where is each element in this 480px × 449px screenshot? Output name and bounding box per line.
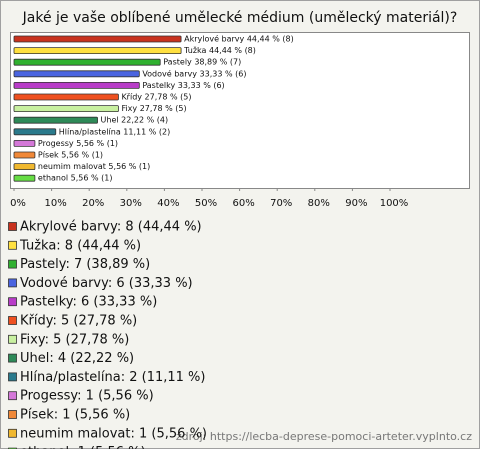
x-tick-label: 40%	[157, 198, 179, 209]
x-tick-label: 50%	[195, 198, 217, 209]
legend-label: Tužka: 8 (44,44 %)	[19, 238, 141, 253]
value-label: Tužka 44,44 % (8)	[183, 46, 256, 55]
value-label: neumim malovat 5,56 % (1)	[38, 162, 150, 171]
value-label: Akrylové barvy 44,44 % (8)	[184, 34, 294, 44]
legend-label: Písek: 1 (5,56 %)	[20, 408, 130, 423]
bar	[13, 47, 182, 54]
legend-swatch	[8, 222, 17, 231]
bar	[13, 35, 182, 43]
bar	[13, 70, 140, 78]
legend-swatch	[8, 334, 17, 344]
legend-swatch	[8, 428, 17, 438]
value-label: Pastelky 33,33 % (6)	[142, 81, 224, 90]
x-tick-label: 0%	[10, 198, 26, 209]
x-tick-label: 10%	[44, 198, 66, 209]
value-label: Hlína/plastelína 11,11 % (2)	[59, 127, 170, 136]
bar	[13, 105, 119, 112]
value-label: Progessy 5,56 % (1)	[38, 139, 118, 148]
bar	[13, 82, 140, 89]
legend-swatch	[8, 372, 17, 382]
value-label: Vodové barvy 33,33 % (6)	[142, 68, 246, 78]
value-label: Písek 5,56 % (1)	[38, 151, 103, 160]
bar	[13, 116, 98, 124]
value-label: Fixy 27,78 % (5)	[121, 104, 186, 113]
legend-label: Akrylové barvy: 8 (44,44 %)	[20, 220, 202, 235]
bar	[13, 58, 161, 66]
legend-label: Uhel: 4 (22,22 %)	[20, 351, 134, 366]
value-label: ethanol 5,56 % (1)	[38, 174, 113, 183]
x-tick-label: 80%	[308, 198, 330, 209]
x-tick-label: 100%	[380, 198, 409, 209]
legend-swatch	[8, 353, 17, 363]
bar	[13, 128, 57, 136]
legend-swatch	[8, 278, 17, 288]
legend-swatch	[8, 259, 17, 269]
value-label: Pastely 38,89 % (7)	[163, 58, 241, 67]
legend-label: Pastely: 7 (38,89 %)	[20, 257, 150, 272]
legend-swatch	[8, 240, 17, 250]
x-tick-label: 60%	[232, 198, 254, 209]
value-label: Uhel 22,22 % (4)	[101, 116, 169, 125]
legend-swatch	[8, 391, 17, 401]
legend-label: Hlína/plastelína: 2 (11,11 %)	[20, 370, 205, 385]
value-label: Křídy 27,78 % (5)	[121, 93, 191, 102]
legend-label: Vodové barvy: 6 (33,33 %)	[20, 276, 193, 291]
source: zdroj: https://lecba-deprese-pomoci-arte…	[176, 430, 472, 443]
x-tick-label: 90%	[345, 198, 367, 209]
legend-label: ethanol: 1 (5,56 %)	[20, 445, 146, 449]
bar	[13, 174, 36, 182]
x-tick-label: 30%	[120, 198, 142, 209]
legend-label: Pastelky: 6 (33,33 %)	[20, 295, 157, 310]
legend-swatch	[8, 410, 17, 419]
legend-swatch	[8, 316, 17, 325]
bar	[13, 139, 36, 147]
bar	[13, 151, 36, 159]
x-tick-label: 20%	[82, 198, 104, 209]
bar	[13, 163, 36, 171]
legend-swatch	[8, 297, 17, 307]
legend-label: Fixy: 5 (27,78 %)	[20, 332, 129, 347]
legend-label: neumim malovat: 1 (5,56 %)	[20, 426, 207, 441]
bar	[13, 93, 119, 101]
x-tick-label: 70%	[270, 198, 292, 209]
legend-label: Křídy: 5 (27,78 %)	[20, 314, 137, 329]
legend-label: Progessy: 1 (5,56 %)	[20, 389, 154, 404]
chart-title: Jaké je vaše oblíbené umělecké médium (u…	[22, 10, 458, 26]
